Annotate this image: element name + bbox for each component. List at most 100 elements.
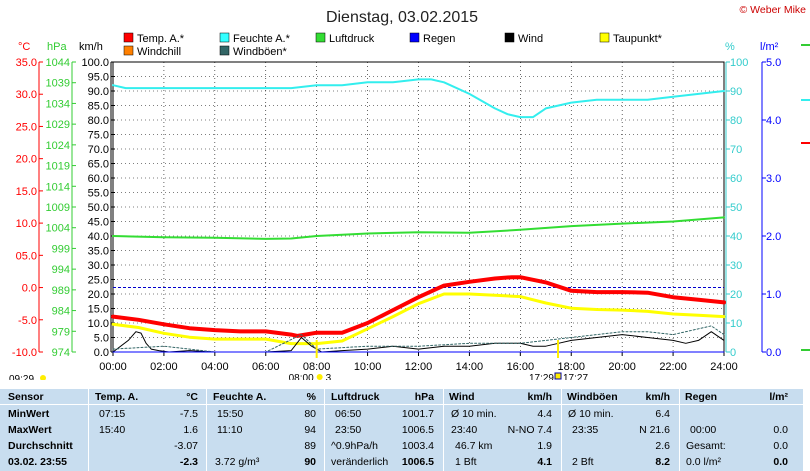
y-tick-label: 60.0 xyxy=(88,173,109,185)
legend-swatch xyxy=(123,32,134,43)
y-tick-label: 989 xyxy=(52,285,70,297)
legend-item: Windchill xyxy=(123,45,181,58)
stats-header-pressure: Luftdruck xyxy=(331,391,380,403)
y-tick-label: 75.0 xyxy=(88,130,109,142)
stats-col-divider xyxy=(561,389,562,471)
unit-label-temp: °C xyxy=(18,41,30,53)
legend-swatch xyxy=(504,32,515,43)
y-tick-label: 60 xyxy=(730,173,742,185)
y-tick-label: 70.0 xyxy=(88,144,109,156)
stats-cell: 1006.5 xyxy=(401,456,434,468)
legend-item: Taupunkt* xyxy=(599,32,663,45)
y-tick-label: 1014 xyxy=(46,181,70,193)
x-tick-label: 02:00 xyxy=(150,361,178,373)
y-tick-label: 65.0 xyxy=(88,159,109,171)
y-tick-label: 0.0 xyxy=(94,347,109,359)
stats-cell: ^0.9hPa/h xyxy=(331,440,378,452)
stats-cell: 23:50 xyxy=(335,424,362,436)
y-tick-label: 30.0 xyxy=(88,260,109,272)
stats-cell: Ø 10 min. xyxy=(451,408,497,420)
plot-grid xyxy=(113,62,724,352)
chart-series xyxy=(111,78,726,353)
y-tick-label: 05.0 xyxy=(16,250,37,262)
stats-row-label: Durchschnitt xyxy=(8,440,73,452)
y-tick-label: 55.0 xyxy=(88,188,109,200)
x-tick-label: 14:00 xyxy=(456,361,484,373)
y-tick-label: 25.0 xyxy=(88,275,109,287)
series-taupunkt xyxy=(111,292,726,346)
sunrise-extra-label: 3 xyxy=(326,373,332,380)
stats-cell: 0.0 xyxy=(773,456,788,468)
stats-header-humidity: Feuchte A. xyxy=(213,391,267,403)
stats-header-temp-unit: °C xyxy=(186,391,198,403)
y-tick-label: 0 xyxy=(730,347,736,359)
y-tick-label: 80 xyxy=(730,115,742,127)
stats-cell: -7.5 xyxy=(179,408,198,420)
legend-item: Temp. A.* xyxy=(123,32,185,45)
y-tick-label: 979 xyxy=(52,326,70,338)
stats-cell: Gesamt: xyxy=(686,440,726,452)
x-axis: 00:00 02:00 04:00 06:00 08:00 10:00 12:00 14:00… xyxy=(99,352,738,373)
y-tick-label: 0.0 xyxy=(22,283,37,295)
x-tick-label: 12:00 xyxy=(405,361,433,373)
y-tick-label: 40 xyxy=(730,231,742,243)
y-tick-label: 35.0 xyxy=(16,57,37,69)
y-tick-label: 5.0 xyxy=(94,333,109,345)
y-tick-label: 20 xyxy=(730,289,742,301)
stats-header-wind-unit: km/h xyxy=(527,391,552,403)
legend-item: Feuchte A.* xyxy=(219,32,291,45)
unit-label-wind: km/h xyxy=(79,41,103,53)
stats-cell: -2.3 xyxy=(179,456,198,468)
x-tick-label: 18:00 xyxy=(557,361,585,373)
series-luftdruck xyxy=(112,216,725,240)
stats-cell: 23:40 xyxy=(451,424,478,436)
stats-cell: -3.07 xyxy=(174,440,198,452)
legend-label: Luftdruck xyxy=(329,33,375,45)
stats-cell: 3.72 g/m³ xyxy=(215,456,260,468)
x-tick-label: 08:00 xyxy=(303,361,331,373)
sunset-label: 17:29 xyxy=(529,373,554,380)
y-tick-label: 100 xyxy=(730,57,748,69)
stats-row-divider xyxy=(0,404,803,405)
legend-label: Wind xyxy=(518,33,543,45)
stats-row-label: MinWert xyxy=(8,408,50,420)
stats-col-divider xyxy=(324,389,325,471)
stats-header-gust: Windböen xyxy=(567,391,618,403)
legend-label: Regen xyxy=(423,33,455,45)
stats-cell: 8.2 xyxy=(655,456,670,468)
y-tick-label: 15.0 xyxy=(16,186,37,198)
stats-cell: 11:10 xyxy=(217,424,243,436)
legend-item: Regen xyxy=(409,32,455,45)
stats-cell: 4.1 xyxy=(537,456,552,468)
stats-row-label: MaxWert xyxy=(8,424,52,436)
stats-cell: 89 xyxy=(304,440,316,452)
stats-col-divider xyxy=(88,389,89,471)
legend-label: Feuchte A.* xyxy=(233,33,291,45)
x-tick-label: 16:00 xyxy=(507,361,535,373)
legend-swatch xyxy=(123,45,134,56)
y-tick-label: 90.0 xyxy=(88,86,109,98)
y-tick-label: 984 xyxy=(52,306,70,318)
legend-label: Windböen* xyxy=(233,46,288,58)
y-tick-label: 974 xyxy=(52,347,70,359)
y-tick-label: 30 xyxy=(730,260,742,272)
y-tick-label: 90 xyxy=(730,86,742,98)
y-tick-label: 95.0 xyxy=(88,72,109,84)
y-tick-label: 10 xyxy=(730,318,742,330)
y-tick-label: 50 xyxy=(730,202,742,214)
y-tick-label: 100.0 xyxy=(81,57,109,69)
chart-title: Dienstag, 03.02.2015 xyxy=(326,9,478,26)
y-tick-label: 1029 xyxy=(46,119,70,131)
y-tick-label: 994 xyxy=(52,264,70,276)
y-tick-label: 45.0 xyxy=(88,217,109,229)
unit-label-rain: l/m² xyxy=(760,41,779,53)
y-tick-label: 1.0 xyxy=(766,289,781,301)
stats-header-pressure-unit: hPa xyxy=(414,391,434,403)
series-temp-a xyxy=(111,275,726,338)
stats-cell: 1003.4 xyxy=(401,440,434,452)
y-tick-label: 35.0 xyxy=(88,246,109,258)
legend-swatch xyxy=(219,32,230,43)
series-feuchte-a xyxy=(112,78,725,119)
y-tick-label: 1034 xyxy=(46,98,70,110)
